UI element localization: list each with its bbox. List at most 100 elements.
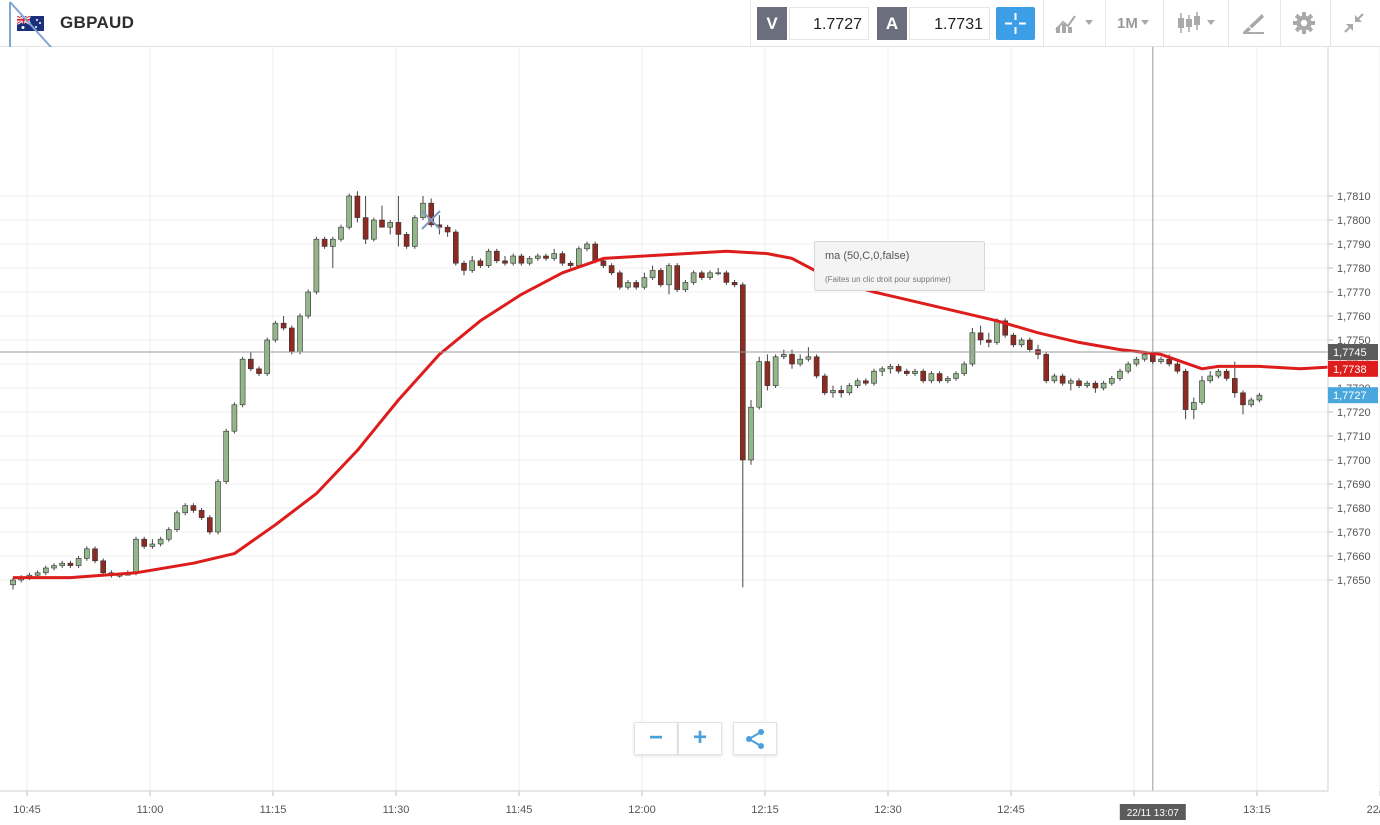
candle-bullish (953, 373, 959, 379)
price-chart[interactable]: 1,7650 1,7660 1,7670 1,7680 1,7690 1,7700 1,77… (0, 47, 1380, 825)
y-tick-label: 1,7660 (1337, 551, 1371, 563)
indicator-tooltip: ma (50,C,0,false) (Faites un clic droit … (814, 241, 985, 291)
candle-bullish (313, 238, 320, 293)
candle-bearish (559, 253, 566, 264)
y-tick-label: 1,7650 (1337, 575, 1371, 587)
candle-bearish (616, 272, 623, 288)
candle-bullish (854, 380, 861, 386)
candle-bearish (821, 375, 828, 394)
cursor-price-badge-label: 1,7745 (1333, 347, 1367, 359)
drawing-tools-button[interactable] (1240, 10, 1266, 36)
candle-bearish (674, 265, 681, 290)
bid-price-badge-label: 1,7727 (1333, 390, 1367, 402)
candle-bullish (1133, 358, 1140, 365)
candle-bearish (1232, 378, 1238, 394)
candle-bearish (1002, 320, 1009, 336)
candle-bullish (51, 565, 57, 569)
line-chart-icon (1055, 15, 1093, 33)
candle-bullish (297, 315, 303, 353)
collapse-button[interactable] (1341, 10, 1367, 36)
tooltip-hint: (Faites un clic droit pour supprimer) (825, 275, 951, 284)
candle-bearish (518, 255, 525, 264)
candle-bullish (411, 217, 418, 247)
candle-bullish (510, 255, 517, 264)
candle-bullish (846, 385, 853, 394)
candle-bullish (534, 255, 541, 259)
candle-bullish (84, 548, 90, 559)
marker-stroke (421, 210, 441, 230)
time-axis: 10:45 11:00 11:15 11:30 11:45 12:00 12:15 12:30… (0, 790, 1380, 820)
candle-bullish (551, 253, 558, 259)
tooltip-title: ma (50,C,0,false) (825, 250, 910, 262)
crosshair-time-label: 22/11 13:07 (1127, 808, 1180, 819)
candle-bearish (379, 219, 385, 228)
x-tick-label: 12:45 (997, 804, 1025, 816)
toolbar-divider (1228, 0, 1229, 46)
candle-bearish (92, 548, 98, 562)
candle-bearish (977, 332, 984, 341)
candle-bearish (608, 265, 615, 274)
candle-bullish (780, 354, 787, 358)
bid-label: V (757, 7, 787, 40)
y-tick-label: 1,7710 (1337, 431, 1371, 443)
zoom-in-button[interactable]: + (678, 722, 722, 755)
candle-bullish (338, 226, 344, 240)
bid-price-badge (1328, 387, 1378, 404)
share-button[interactable] (733, 722, 777, 755)
candle-bearish (395, 222, 402, 235)
candle-bullish (641, 277, 648, 288)
candle-bearish (862, 380, 869, 384)
y-tick-label: 1,7810 (1337, 191, 1371, 203)
candle-bullish (34, 572, 41, 576)
candle-bearish (198, 510, 205, 518)
candle-bullish (1084, 382, 1090, 386)
y-tick-label: 1,7760 (1337, 311, 1371, 323)
candle-bearish (403, 234, 410, 247)
candle-bearish (477, 260, 484, 266)
y-tick-label: 1,7720 (1337, 407, 1371, 419)
timeframe-button[interactable]: 1M (1117, 15, 1138, 32)
chevron-down-icon[interactable] (1138, 10, 1154, 36)
chart-toolbar: GBPAUD V 1.7727 A 1.7731 1M (0, 0, 1380, 47)
symbol-title: GBPAUD (60, 13, 135, 32)
candle-bullish (305, 291, 312, 317)
y-tick-label: 1,7690 (1337, 479, 1371, 491)
candle-bullish (879, 368, 886, 372)
candle-bearish (256, 368, 262, 374)
candle-bearish (1150, 354, 1156, 362)
candle-bearish (1166, 358, 1172, 365)
candle-bullish (994, 320, 1000, 343)
candle-bullish (1207, 375, 1213, 382)
ask-value[interactable]: 1.7731 (909, 7, 990, 40)
x-tick-label: 22/11 (1367, 804, 1380, 816)
zoom-out-button[interactable]: − (634, 722, 678, 755)
candle-bearish (1182, 370, 1189, 410)
candle-bullish (1248, 399, 1254, 406)
candle-bullish (1158, 358, 1164, 362)
candle-bearish (895, 366, 902, 372)
x-tick-label: 12:15 (751, 804, 779, 816)
candle-bullish (1199, 380, 1205, 403)
bid-value[interactable]: 1.7727 (789, 7, 869, 40)
candle-bullish (969, 332, 976, 365)
toolbar-divider (1043, 0, 1044, 46)
candle-bullish (239, 358, 246, 406)
x-tick-label: 11:00 (137, 804, 164, 816)
y-tick-label: 1,7700 (1337, 455, 1371, 467)
settings-button[interactable] (1291, 10, 1317, 36)
cursor-marker-icon (421, 210, 441, 230)
ask-label: A (877, 7, 907, 40)
candle-bearish (789, 354, 795, 365)
indicators-button[interactable] (1053, 10, 1099, 36)
candle-bearish (207, 517, 213, 533)
candle-bullish (1125, 363, 1131, 372)
candle-bearish (903, 370, 910, 374)
candle-bullish (75, 558, 82, 566)
x-tick-label: 11:45 (506, 804, 533, 816)
candle-bearish (657, 270, 664, 286)
crosshair-button[interactable] (996, 7, 1035, 40)
toolbar-divider (750, 0, 751, 46)
candle-bullish (346, 195, 353, 228)
toolbar-divider (1280, 0, 1281, 46)
chart-type-button[interactable] (1175, 10, 1221, 36)
